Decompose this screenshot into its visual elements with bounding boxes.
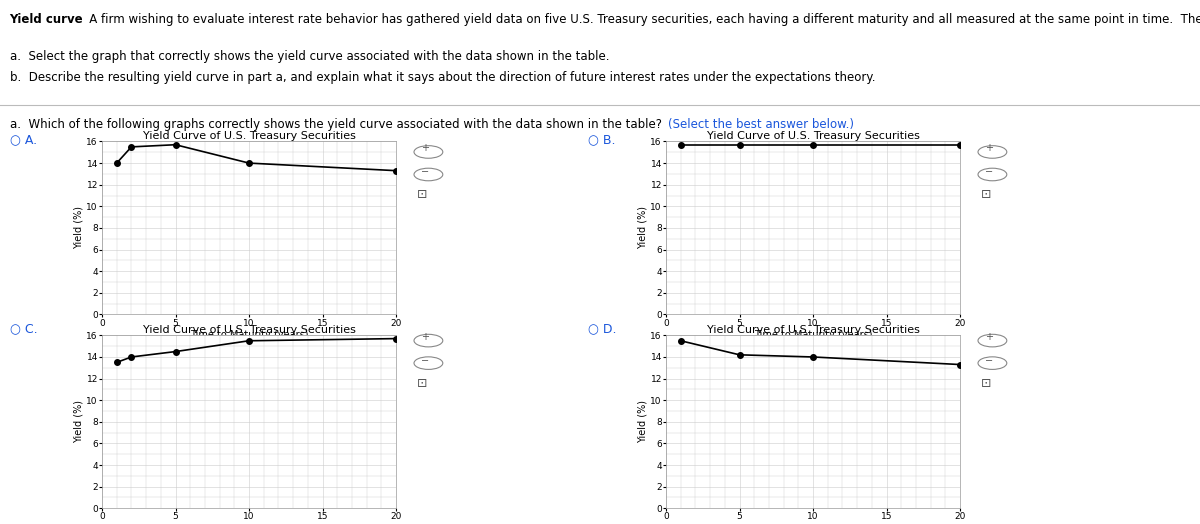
Text: ○ B.: ○ B. [588, 134, 616, 147]
Text: −: − [421, 167, 430, 177]
Text: −: − [985, 355, 994, 366]
Text: +: + [985, 143, 994, 154]
X-axis label: Time to Maturity (years): Time to Maturity (years) [190, 330, 308, 341]
Text: b.  Describe the resulting yield curve in part a, and explain what it says about: b. Describe the resulting yield curve in… [10, 71, 875, 84]
Text: ⊡: ⊡ [416, 189, 427, 201]
Title: Yield Curve of U.S. Treasury Securities: Yield Curve of U.S. Treasury Securities [707, 324, 919, 335]
Text: ○ D.: ○ D. [588, 322, 617, 335]
Text: (Select the best answer below.): (Select the best answer below.) [668, 118, 854, 131]
Text: ○ C.: ○ C. [10, 322, 37, 335]
Text: ⊡: ⊡ [980, 189, 991, 201]
Text: Yield curve: Yield curve [10, 13, 83, 26]
Title: Yield Curve of U.S. Treasury Securities: Yield Curve of U.S. Treasury Securities [143, 324, 355, 335]
Text: ⊡: ⊡ [416, 377, 427, 390]
Title: Yield Curve of U.S. Treasury Securities: Yield Curve of U.S. Treasury Securities [143, 130, 355, 141]
Text: a.  Select the graph that correctly shows the yield curve associated with the da: a. Select the graph that correctly shows… [10, 50, 610, 63]
Title: Yield Curve of U.S. Treasury Securities: Yield Curve of U.S. Treasury Securities [707, 130, 919, 141]
Text: +: + [985, 332, 994, 342]
Text: a.  Which of the following graphs correctly shows the yield curve associated wit: a. Which of the following graphs correct… [10, 118, 670, 131]
Text: A firm wishing to evaluate interest rate behavior has gathered yield data on fiv: A firm wishing to evaluate interest rate… [78, 13, 1200, 26]
Text: −: − [985, 167, 994, 177]
Y-axis label: Yield (%): Yield (%) [637, 400, 648, 443]
Y-axis label: Yield (%): Yield (%) [73, 400, 84, 443]
Text: +: + [421, 143, 430, 154]
X-axis label: Time to Maturity (years): Time to Maturity (years) [754, 330, 872, 341]
Text: ○ A.: ○ A. [10, 134, 37, 147]
Y-axis label: Yield (%): Yield (%) [637, 206, 648, 249]
Y-axis label: Yield (%): Yield (%) [73, 206, 84, 249]
Text: −: − [421, 355, 430, 366]
Text: +: + [421, 332, 430, 342]
Text: ⊡: ⊡ [980, 377, 991, 390]
